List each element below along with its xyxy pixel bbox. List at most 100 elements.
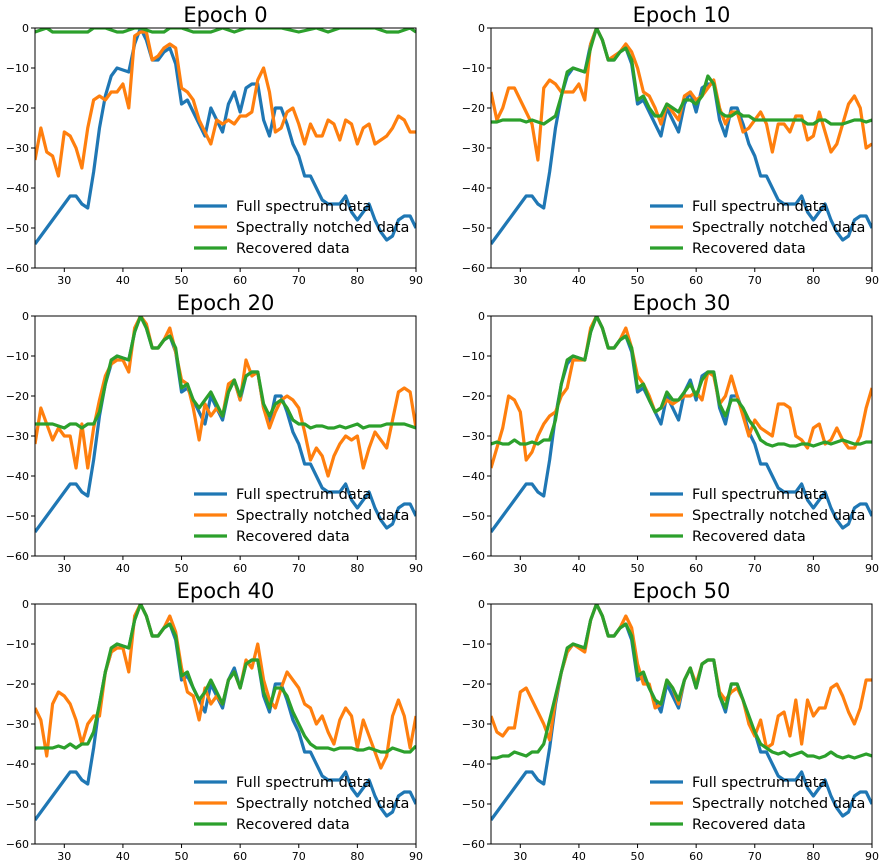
- y-tick-label: −10: [462, 350, 485, 363]
- subplot-epoch-4: Epoch 40 30 40 50 60 70 80 90 0 −10 −20 −30 −40 −50 −6…: [6, 579, 423, 863]
- y-tick-label: −60: [6, 838, 29, 851]
- x-tick-label: 40: [572, 850, 586, 863]
- x-tick-label: 80: [806, 562, 820, 575]
- x-tick-label: 90: [409, 562, 423, 575]
- legend-label-0: Full spectrum data: [236, 775, 371, 791]
- x-tick-label: 90: [865, 562, 879, 575]
- y-tick-label: −40: [462, 182, 485, 195]
- subplot-title: Epoch 40: [177, 579, 275, 603]
- x-tick-label: 30: [513, 274, 527, 287]
- x-tick-label: 40: [116, 850, 130, 863]
- x-tick-label: 70: [292, 562, 306, 575]
- subplot-epoch-3: Epoch 30 30 40 50 60 70 80 90 0 −10 −20 −30 −40 −50 −6…: [462, 291, 879, 575]
- legend-label-0: Full spectrum data: [692, 775, 827, 791]
- y-tick-label: 0: [22, 310, 29, 323]
- subplot-epoch-2: Epoch 20 30 40 50 60 70 80 90 0 −10 −20 −30 −40 −50 −6…: [6, 291, 423, 575]
- legend-label-0: Full spectrum data: [692, 487, 827, 503]
- series-line-0: [491, 28, 872, 245]
- legend-label-1: Spectrally notched data: [236, 508, 409, 524]
- x-tick-label: 70: [748, 850, 762, 863]
- legend-label-1: Spectrally notched data: [236, 220, 409, 236]
- y-tick-label: −60: [6, 262, 29, 275]
- x-tick-label: 70: [748, 274, 762, 287]
- subplot-title: Epoch 50: [633, 579, 731, 603]
- x-tick-label: 80: [350, 562, 364, 575]
- subplot-epoch-0: Epoch 0 30 40 50 60 70 80 90 0 −10 −20 −30 −40 −50 −60…: [6, 3, 423, 287]
- series-line-2: [491, 316, 872, 448]
- y-tick-label: 0: [478, 310, 485, 323]
- x-tick-label: 30: [57, 274, 71, 287]
- series-line-2: [35, 316, 416, 430]
- y-tick-label: 0: [22, 598, 29, 611]
- x-tick-label: 90: [865, 274, 879, 287]
- x-tick-label: 50: [631, 850, 645, 863]
- legend-label-0: Full spectrum data: [236, 199, 371, 215]
- legend-label-2: Recovered data: [692, 529, 806, 545]
- y-tick-label: 0: [478, 22, 485, 35]
- legend-label-0: Full spectrum data: [692, 199, 827, 215]
- y-tick-label: −40: [6, 182, 29, 195]
- x-tick-label: 60: [233, 850, 247, 863]
- legend-label-1: Spectrally notched data: [692, 508, 865, 524]
- x-tick-label: 50: [175, 274, 189, 287]
- x-tick-label: 30: [513, 850, 527, 863]
- legend-label-1: Spectrally notched data: [692, 796, 865, 812]
- x-tick-label: 60: [689, 274, 703, 287]
- y-tick-label: −10: [462, 62, 485, 75]
- legend-label-1: Spectrally notched data: [692, 220, 865, 236]
- legend-label-2: Recovered data: [692, 817, 806, 833]
- x-tick-label: 90: [865, 850, 879, 863]
- y-tick-label: −30: [462, 718, 485, 731]
- series-line-1: [35, 30, 416, 178]
- x-tick-label: 80: [806, 274, 820, 287]
- y-tick-label: −20: [6, 678, 29, 691]
- x-tick-label: 40: [116, 274, 130, 287]
- x-tick-label: 50: [175, 562, 189, 575]
- subplot-epoch-5: Epoch 50 30 40 50 60 70 80 90 0 −10 −20 −30 −40 −50 −6…: [462, 579, 879, 863]
- y-tick-label: −60: [462, 262, 485, 275]
- y-tick-label: −60: [462, 550, 485, 563]
- subplot-epoch-1: Epoch 10 30 40 50 60 70 80 90 0 −10 −20 −30 −40 −50 −6…: [462, 3, 879, 287]
- subplot-title: Epoch 0: [183, 3, 267, 27]
- subplot-title: Epoch 10: [633, 3, 731, 27]
- series-line-2: [35, 604, 416, 754]
- legend-label-2: Recovered data: [236, 241, 350, 257]
- y-tick-label: −20: [6, 102, 29, 115]
- y-tick-label: −30: [6, 430, 29, 443]
- x-tick-label: 30: [57, 850, 71, 863]
- x-tick-label: 80: [806, 850, 820, 863]
- x-tick-label: 60: [689, 562, 703, 575]
- x-tick-label: 70: [292, 850, 306, 863]
- y-tick-label: −60: [462, 838, 485, 851]
- y-tick-label: −40: [462, 758, 485, 771]
- x-tick-label: 40: [572, 274, 586, 287]
- y-tick-label: −30: [462, 430, 485, 443]
- y-tick-label: −40: [6, 470, 29, 483]
- y-tick-label: −40: [462, 470, 485, 483]
- y-tick-label: 0: [478, 598, 485, 611]
- x-tick-label: 30: [57, 562, 71, 575]
- y-tick-label: −50: [6, 510, 29, 523]
- x-tick-label: 90: [409, 850, 423, 863]
- y-tick-label: −20: [462, 678, 485, 691]
- y-tick-label: −30: [6, 718, 29, 731]
- y-tick-label: −50: [462, 798, 485, 811]
- y-tick-label: −50: [6, 798, 29, 811]
- y-tick-label: −30: [462, 142, 485, 155]
- x-tick-label: 50: [175, 850, 189, 863]
- y-tick-label: −10: [6, 638, 29, 651]
- y-tick-label: −20: [6, 390, 29, 403]
- series-line-2: [491, 28, 872, 126]
- x-tick-label: 90: [409, 274, 423, 287]
- y-tick-label: 0: [22, 22, 29, 35]
- y-tick-label: −20: [462, 102, 485, 115]
- legend-label-1: Spectrally notched data: [236, 796, 409, 812]
- y-tick-label: −10: [6, 350, 29, 363]
- x-tick-label: 50: [631, 562, 645, 575]
- y-tick-label: −50: [6, 222, 29, 235]
- legend-label-2: Recovered data: [692, 241, 806, 257]
- x-tick-label: 40: [116, 562, 130, 575]
- x-tick-label: 80: [350, 850, 364, 863]
- subplot-title: Epoch 30: [633, 291, 731, 315]
